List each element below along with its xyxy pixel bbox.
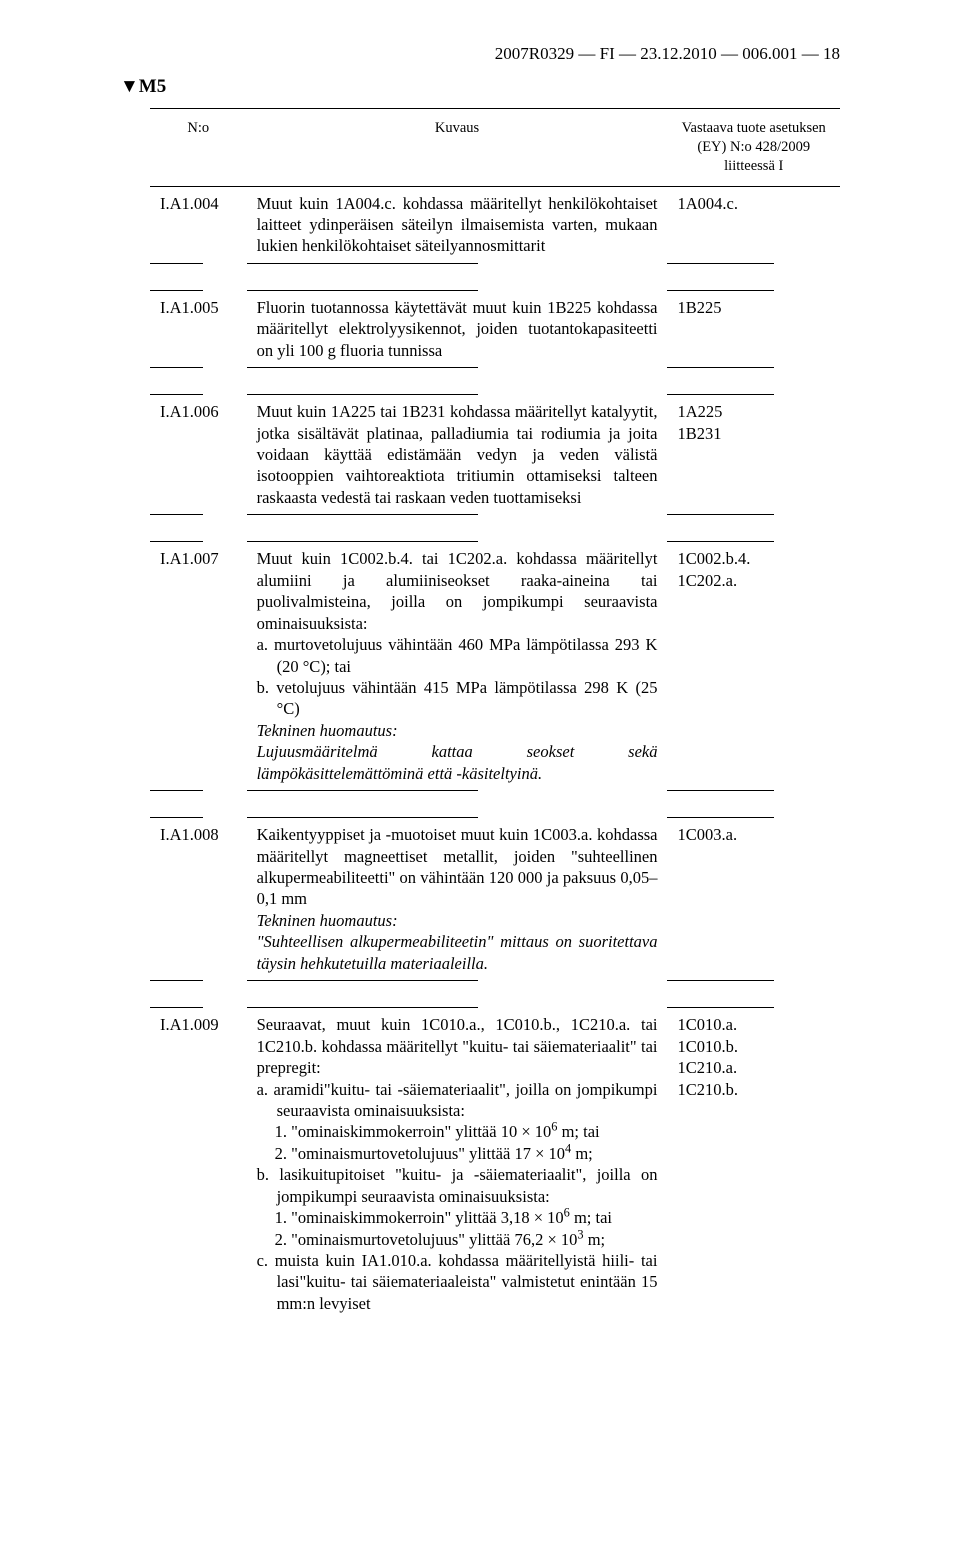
table-row: I.A1.009 Seuraavat, muut kuin 1C010.a., … [150,1008,840,1320]
cell-desc: Seuraavat, muut kuin 1C010.a., 1C010.b.,… [247,1008,668,1320]
cell-desc: Muut kuin 1A225 tai 1B231 kohdassa määri… [247,395,668,514]
table-header-row: N:o Kuvaus Vastaava tuote asetuksen (EY)… [150,109,840,187]
table-row: I.A1.006 Muut kuin 1A225 tai 1B231 kohda… [150,395,840,514]
cell-id: I.A1.004 [150,186,247,263]
col-number: N:o [150,109,247,187]
cell-ref: 1B225 [667,291,840,367]
cell-ref: 1C003.a. [667,818,840,980]
cell-ref: 1A004.c. [667,186,840,263]
cell-id: I.A1.007 [150,542,247,790]
table-row: I.A1.007 Muut kuin 1C002.b.4. tai 1C202.… [150,542,840,790]
cell-ref: 1C010.a. 1C010.b. 1C210.a. 1C210.b. [667,1008,840,1320]
table-row: I.A1.005 Fluorin tuotannossa käytettävät… [150,291,840,367]
cell-ref: 1A225 1B231 [667,395,840,514]
cell-ref: 1C002.b.4. 1C202.a. [667,542,840,790]
cell-desc: Muut kuin 1A004.c. kohdassa määritellyt … [247,186,668,263]
page-header: 2007R0329 — FI — 23.12.2010 — 006.001 — … [150,44,840,64]
col-reference: Vastaava tuote asetuksen (EY) N:o 428/20… [667,109,840,187]
table-row: I.A1.004 Muut kuin 1A004.c. kohdassa mää… [150,186,840,263]
cell-id: I.A1.009 [150,1008,247,1320]
cell-desc: Kaikentyyppiset ja -muotoiset muut kuin … [247,818,668,980]
table-row: I.A1.008 Kaikentyyppiset ja -muotoiset m… [150,818,840,980]
page: 2007R0329 — FI — 23.12.2010 — 006.001 — … [0,0,960,1360]
cell-id: I.A1.008 [150,818,247,980]
regulation-table: N:o Kuvaus Vastaava tuote asetuksen (EY)… [150,108,840,1320]
cell-desc: Fluorin tuotannossa käytettävät muut kui… [247,291,668,367]
cell-id: I.A1.005 [150,291,247,367]
col-description: Kuvaus [247,109,668,187]
cell-id: I.A1.006 [150,395,247,514]
amendment-marker: ▼M5 [120,76,840,98]
cell-desc: Muut kuin 1C002.b.4. tai 1C202.a. kohdas… [247,542,668,790]
